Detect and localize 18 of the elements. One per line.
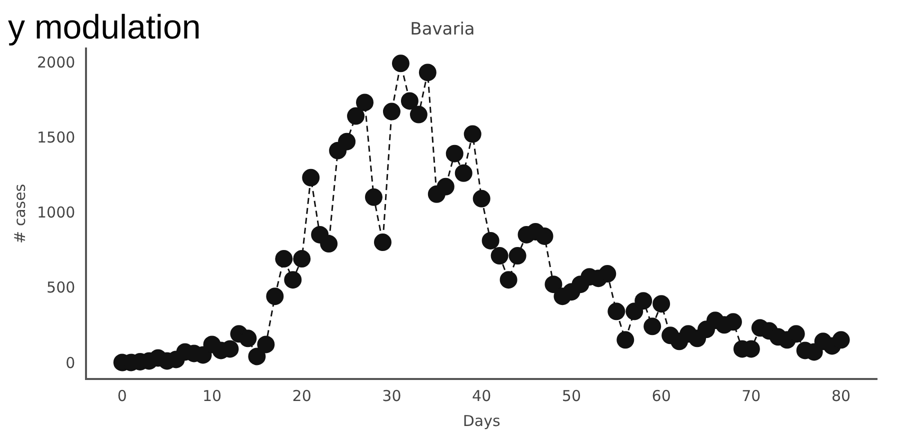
chart-title: Bavaria [410,20,475,40]
x-tick-label: 60 [652,386,671,405]
y-tick-label: 2000 [36,53,76,72]
x-tick-label: 10 [202,386,222,405]
y-tick-label: 500 [46,278,76,297]
x-tick-label: 80 [832,386,851,405]
y-axis-title: # cases [10,184,29,244]
y-tick-label: 1500 [36,128,76,146]
x-tick-label: 0 [117,386,127,405]
x-tick-label: 30 [382,386,402,405]
text: y modulation [8,8,201,46]
x-tick-label: 20 [292,386,312,405]
x-tick-label: 70 [742,386,761,405]
x-tick-label: 40 [472,386,492,405]
y-tick-label: 0 [66,354,76,372]
x-tick-label: 50 [562,386,581,405]
y-tick-label: 1000 [36,204,76,222]
x-axis-title: Days [462,412,500,430]
